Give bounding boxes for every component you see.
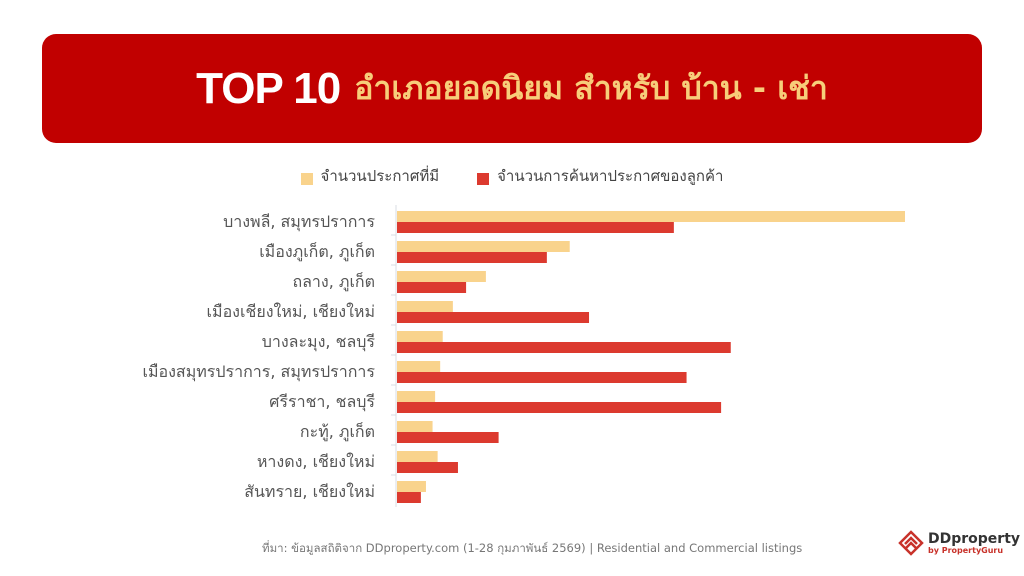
bar-searches (397, 372, 687, 383)
bar-listings (397, 271, 486, 282)
bar-searches (397, 462, 458, 473)
legend-label: จำนวนประกาศที่มี (320, 167, 440, 185)
bar-listings (397, 301, 453, 312)
bar-listings (397, 211, 905, 222)
category-label: บางพลี, สมุทรปราการ (223, 212, 375, 232)
category-label: ถลาง, ภูเก็ต (292, 271, 375, 292)
bar-listings (397, 331, 443, 342)
bar-listings (397, 451, 438, 462)
bar-listings (397, 241, 570, 252)
bar-searches (397, 432, 499, 443)
bar-searches (397, 282, 467, 293)
bar-searches (397, 222, 674, 233)
legend-swatch (477, 173, 490, 185)
legend-item-listings: จำนวนประกาศที่มี (300, 164, 440, 188)
category-label: เมืองสมุทรปราการ, สมุทรปราการ (142, 362, 375, 382)
logo-name: DDproperty (928, 530, 1021, 547)
category-label: เมืองเชียงใหม่, เชียงใหม่ (207, 302, 375, 321)
legend-label: จำนวนการค้นหาประกาศของลูกค้า (497, 167, 724, 185)
bar-listings (397, 391, 436, 402)
bar-searches (397, 342, 731, 353)
bar-searches (397, 492, 421, 503)
category-label: บางละมุง, ชลบุรี (262, 332, 376, 352)
category-label: หางดง, เชียงใหม่ (257, 452, 375, 471)
bar-searches (397, 312, 590, 323)
legend-swatch (300, 173, 313, 185)
logo-sub: by PropertyGuru (928, 545, 1004, 555)
bar-listings (397, 481, 426, 492)
ddproperty-logo: DDproperty by PropertyGuru (898, 530, 1020, 556)
legend: จำนวนประกาศที่มี จำนวนการค้นหาประกาศของล… (0, 164, 1024, 188)
title-th: อำเภอยอดนิยม สำหรับ บ้าน - เช่า (354, 69, 828, 107)
logo-icon (898, 530, 924, 556)
title-banner: TOP 10 อำเภอยอดนิยม สำหรับ บ้าน - เช่า (42, 34, 982, 143)
legend-item-searches: จำนวนการค้นหาประกาศของลูกค้า (477, 164, 723, 188)
title-en: TOP 10 (196, 63, 341, 113)
bar-searches (397, 252, 547, 263)
category-label: กะทู้, ภูเก็ต (300, 421, 375, 442)
category-label: เมืองภูเก็ต, ภูเก็ต (259, 241, 375, 262)
bar-searches (397, 402, 722, 413)
category-label: ศรีราชา, ชลบุรี (269, 392, 375, 412)
bar-listings (397, 361, 441, 372)
source-note: ที่มา: ข้อมูลสถิติจาก DDproperty.com (1-… (262, 541, 803, 555)
bar-listings (397, 421, 433, 432)
category-label: สันทราย, เชียงใหม่ (244, 482, 375, 501)
